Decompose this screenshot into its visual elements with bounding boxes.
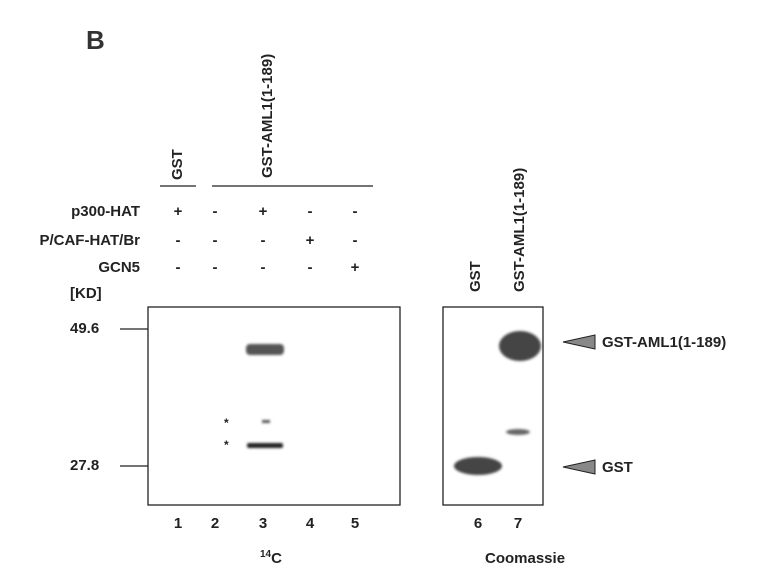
condition-sign: - — [261, 259, 266, 276]
band — [247, 443, 283, 448]
arrow — [563, 460, 595, 474]
band — [246, 344, 284, 355]
arrow-label: GST — [602, 459, 633, 476]
asterisk: * — [224, 438, 229, 452]
condition-sign: - — [213, 259, 218, 276]
stain-label: Coomassie — [485, 550, 565, 567]
condition-sign: - — [176, 232, 181, 249]
arrow-label: GST-AML1(1-189) — [602, 334, 726, 351]
band — [506, 429, 530, 435]
condition-label: P/CAF-HAT/Br — [39, 232, 140, 249]
marker-label: 27.8 — [70, 457, 99, 474]
lane-number: 2 — [211, 515, 219, 532]
lane-label: GST — [467, 261, 484, 292]
condition-sign: + — [174, 203, 183, 220]
lane-number: 6 — [474, 515, 482, 532]
marker-label: 49.6 — [70, 320, 99, 337]
condition-sign: - — [176, 259, 181, 276]
condition-sign: - — [308, 203, 313, 220]
isotope-mass: 14 — [260, 549, 272, 560]
bands — [246, 344, 284, 448]
arrow — [563, 335, 595, 349]
condition-sign: - — [308, 259, 313, 276]
figure: B GST GST-AML1(1-189) p300-HAT + - + - - P/CAF… — [0, 0, 775, 569]
isotope-element: C — [271, 550, 282, 567]
gel-frame — [148, 307, 400, 505]
lane-number: 1 — [174, 515, 182, 532]
condition-sign: + — [259, 203, 268, 220]
unit-label: [KD] — [70, 285, 102, 302]
stain-label: 14C — [260, 549, 282, 567]
condition-sign: - — [353, 203, 358, 220]
lane-number: 3 — [259, 515, 267, 532]
condition-label: GCN5 — [98, 259, 140, 276]
page: B GST GST-AML1(1-189) p300-HAT + - + - - P/CAF… — [0, 0, 775, 569]
condition-label: p300-HAT — [71, 203, 140, 220]
condition-sign: - — [213, 232, 218, 249]
condition-sign: + — [351, 259, 360, 276]
condition-sign: - — [353, 232, 358, 249]
asterisk: * — [224, 416, 229, 430]
lane-number: 5 — [351, 515, 359, 532]
lane-number: 4 — [306, 515, 315, 532]
lane-label: GST-AML1(1-189) — [511, 168, 528, 292]
figure-label: B — [86, 25, 105, 55]
condition-sign: + — [306, 232, 315, 249]
condition-sign: - — [261, 232, 266, 249]
band — [262, 420, 270, 423]
lane-number: 7 — [514, 515, 522, 532]
group-label: GST — [169, 149, 186, 180]
group-label: GST-AML1(1-189) — [259, 54, 276, 178]
band — [454, 457, 502, 475]
lane-numbers: 1 2 3 4 5 6 7 — [174, 515, 522, 532]
conditions: p300-HAT + - + - - P/CAF-HAT/Br - - - + - GCN5 - - - - + — [39, 203, 359, 276]
condition-sign: - — [213, 203, 218, 220]
bands — [454, 331, 541, 475]
band — [499, 331, 541, 361]
